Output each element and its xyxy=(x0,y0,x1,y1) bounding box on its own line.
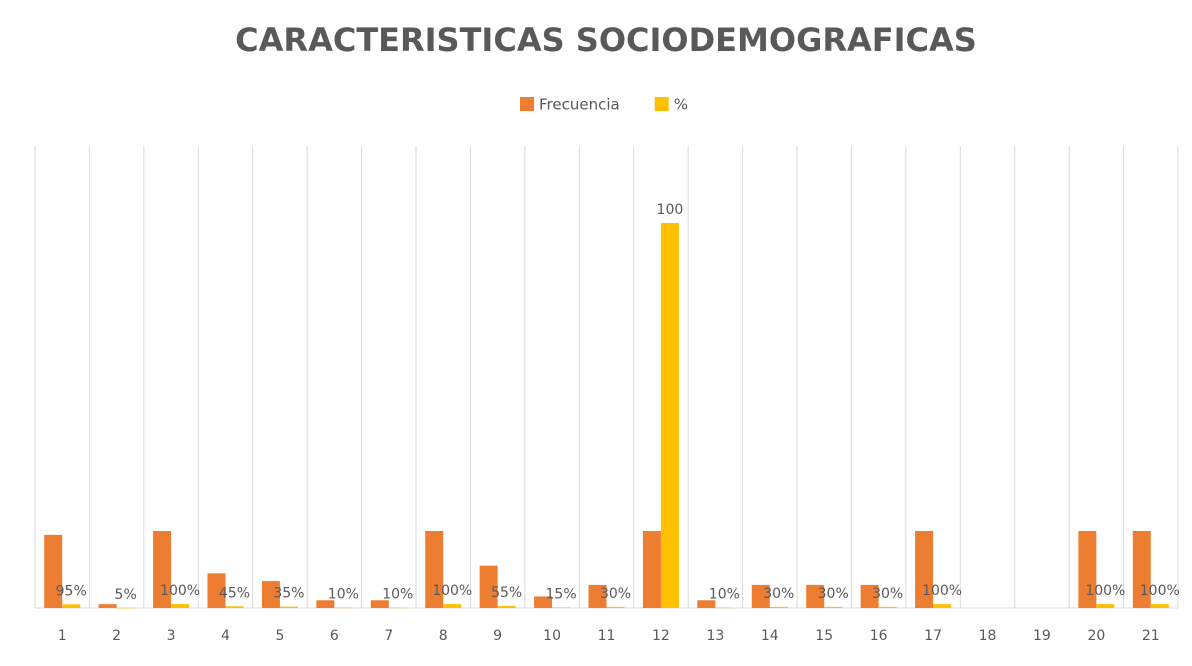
x-tick-label: 13 xyxy=(706,628,724,644)
bar xyxy=(497,605,516,608)
bar xyxy=(316,600,335,608)
bar xyxy=(1096,604,1115,608)
x-tick-label: 10 xyxy=(543,628,561,644)
data-label: 100% xyxy=(1140,583,1180,599)
x-tick-label: 20 xyxy=(1087,628,1105,644)
x-tick-label: 2 xyxy=(112,628,121,644)
x-tick-label: 17 xyxy=(924,628,942,644)
data-label: 35% xyxy=(273,586,304,602)
bar xyxy=(824,606,843,608)
bar xyxy=(479,565,498,608)
x-tick-label: 18 xyxy=(979,628,997,644)
data-label: 95% xyxy=(56,583,87,599)
x-tick-label: 15 xyxy=(815,628,833,644)
bar xyxy=(225,606,244,608)
bar xyxy=(425,531,444,608)
bar xyxy=(769,606,788,608)
bar xyxy=(715,607,734,609)
bar xyxy=(334,607,353,609)
x-tick-label: 19 xyxy=(1033,628,1051,644)
data-label: 100 xyxy=(657,202,684,218)
data-label: 10% xyxy=(382,587,413,603)
data-label: 5% xyxy=(115,587,137,603)
bar xyxy=(153,531,172,608)
x-tick-label: 1 xyxy=(58,628,67,644)
data-label: 100% xyxy=(160,583,200,599)
x-tick-label: 8 xyxy=(439,628,448,644)
bar xyxy=(44,534,63,608)
bar xyxy=(860,584,879,608)
x-tick-label: 4 xyxy=(221,628,230,644)
data-label: 15% xyxy=(546,586,577,602)
bar xyxy=(1132,531,1151,608)
data-label: 45% xyxy=(219,585,250,601)
bar xyxy=(534,596,553,608)
x-tick-label: 12 xyxy=(652,628,670,644)
chart-title: CARACTERISTICAS SOCIODEMOGRAFICAS xyxy=(235,21,977,59)
bar xyxy=(588,584,607,608)
data-label: 100% xyxy=(922,583,962,599)
x-tick-label: 21 xyxy=(1142,628,1160,644)
x-tick-label: 14 xyxy=(761,628,779,644)
bar xyxy=(116,607,135,609)
bar xyxy=(279,606,298,608)
data-label: 30% xyxy=(763,586,794,602)
bar xyxy=(697,600,716,608)
bar xyxy=(443,604,462,608)
legend-swatch xyxy=(520,97,534,111)
x-tick-label: 16 xyxy=(870,628,888,644)
bar xyxy=(1078,531,1097,608)
bar xyxy=(261,581,280,608)
data-label: 100% xyxy=(432,583,472,599)
bar xyxy=(878,606,897,608)
bar xyxy=(171,604,190,608)
bar xyxy=(642,531,661,608)
bar xyxy=(552,607,571,608)
bar xyxy=(98,604,117,608)
bar xyxy=(62,604,81,608)
bar xyxy=(806,584,825,608)
bar xyxy=(660,223,679,608)
data-label: 100% xyxy=(1085,583,1125,599)
bar xyxy=(388,607,407,609)
legend-label: % xyxy=(674,96,688,114)
bar xyxy=(207,573,226,608)
bar xyxy=(751,584,770,608)
x-tick-label: 11 xyxy=(598,628,616,644)
x-tick-label: 5 xyxy=(275,628,284,644)
bar xyxy=(1150,604,1169,608)
x-tick-label: 3 xyxy=(167,628,176,644)
bar xyxy=(915,531,934,608)
data-label: 30% xyxy=(600,586,631,602)
x-tick-label: 9 xyxy=(493,628,502,644)
data-label: 55% xyxy=(491,585,522,601)
bar xyxy=(933,604,952,608)
x-tick-label: 6 xyxy=(330,628,339,644)
legend-swatch xyxy=(654,97,669,111)
bar xyxy=(606,606,625,608)
bar xyxy=(370,600,389,608)
legend-label: Frecuencia xyxy=(539,96,620,114)
data-label: 30% xyxy=(872,586,903,602)
x-tick-label: 7 xyxy=(384,628,393,644)
data-label: 10% xyxy=(328,587,359,603)
data-label: 10% xyxy=(709,587,740,603)
data-label: 30% xyxy=(818,586,849,602)
